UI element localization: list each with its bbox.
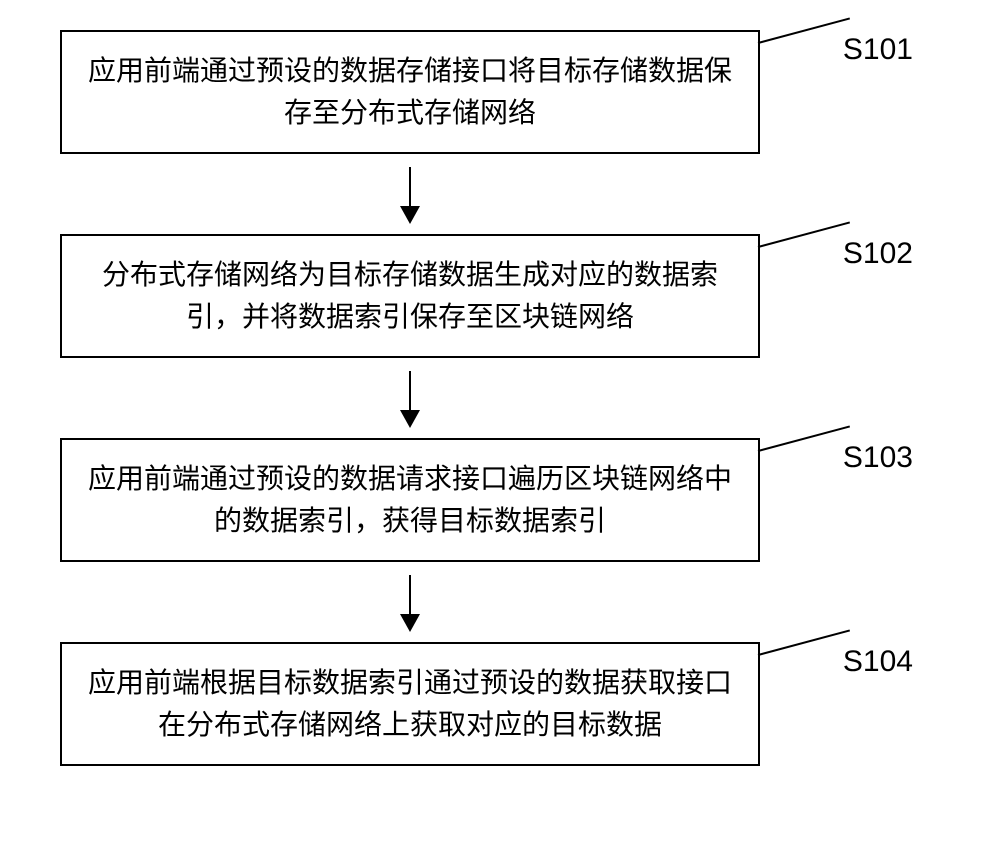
step-label-1: S101 [843, 27, 913, 72]
flowchart-step-1: S101 应用前端通过预设的数据存储接口将目标存储数据保存至分布式存储网络 [60, 30, 760, 154]
step-label-4: S104 [843, 639, 913, 684]
leader-line [758, 17, 850, 44]
arrow-container-1 [60, 154, 760, 234]
arrow-down-icon [409, 167, 411, 222]
step-label-2: S102 [843, 231, 913, 276]
step-text-1: 应用前端通过预设的数据存储接口将目标存储数据保存至分布式存储网络 [82, 50, 738, 134]
step-text-4: 应用前端根据目标数据索引通过预设的数据获取接口在分布式存储网络上获取对应的目标数… [82, 662, 738, 746]
step-text-2: 分布式存储网络为目标存储数据生成对应的数据索引，并将数据索引保存至区块链网络 [82, 254, 738, 338]
flowchart-container: S101 应用前端通过预设的数据存储接口将目标存储数据保存至分布式存储网络 S1… [60, 30, 940, 766]
arrow-down-icon [409, 371, 411, 426]
leader-line [758, 629, 850, 656]
leader-line [758, 425, 850, 452]
step-label-3: S103 [843, 435, 913, 480]
arrow-container-2 [60, 358, 760, 438]
arrow-down-icon [409, 575, 411, 630]
arrow-container-3 [60, 562, 760, 642]
step-text-3: 应用前端通过预设的数据请求接口遍历区块链网络中的数据索引，获得目标数据索引 [82, 458, 738, 542]
flowchart-step-3: S103 应用前端通过预设的数据请求接口遍历区块链网络中的数据索引，获得目标数据… [60, 438, 760, 562]
leader-line [758, 221, 850, 248]
flowchart-step-2: S102 分布式存储网络为目标存储数据生成对应的数据索引，并将数据索引保存至区块… [60, 234, 760, 358]
flowchart-step-4: S104 应用前端根据目标数据索引通过预设的数据获取接口在分布式存储网络上获取对… [60, 642, 760, 766]
